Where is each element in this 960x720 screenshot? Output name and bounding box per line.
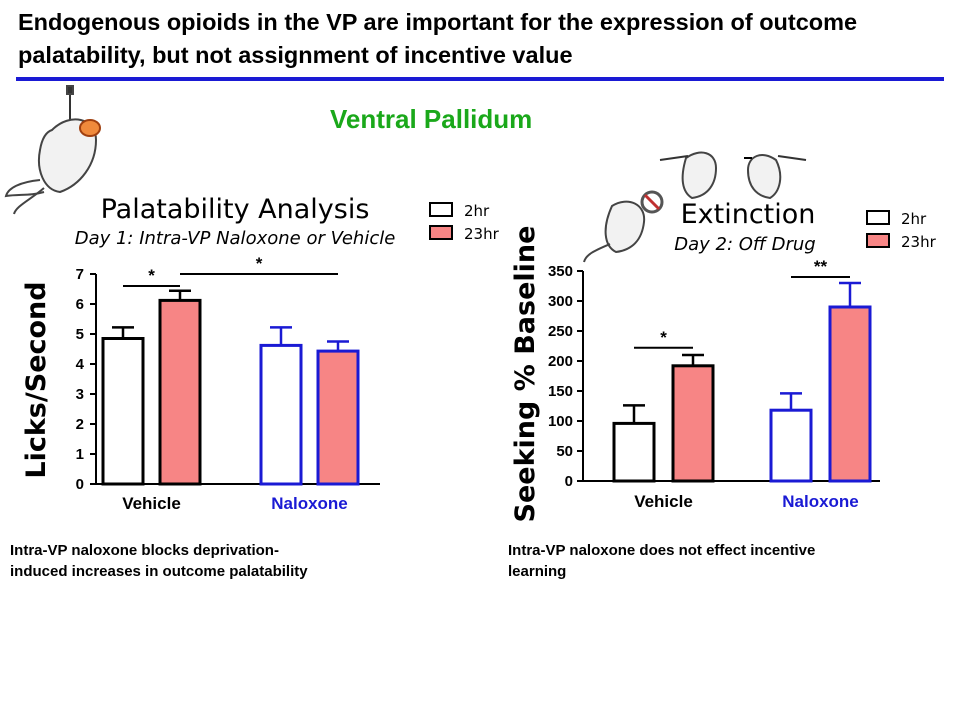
- y-tick-label: 5: [76, 326, 84, 343]
- y-tick-label: 200: [548, 353, 573, 370]
- left-caption-line-2: induced increases in outcome palatabilit…: [10, 563, 308, 580]
- chart-title: Extinction: [681, 199, 816, 230]
- y-axis-label: Licks/Second: [21, 281, 52, 478]
- y-tick-label: 4: [76, 356, 85, 373]
- right-caption: Intra-VP naloxone does not effect incent…: [508, 540, 815, 582]
- chart-2: Extinction Day 2: Off Drug Seeking % Basel…: [510, 199, 937, 522]
- y-tick-label: 0: [565, 473, 573, 490]
- bar-naloxone-2hr: [769, 408, 813, 483]
- section-subtitle: Ventral Pallidum: [330, 104, 533, 134]
- rat-no-reward-icon: [583, 190, 664, 263]
- chart-title: Palatability Analysis: [101, 194, 370, 225]
- y-tick-label: 250: [548, 323, 573, 340]
- left-caption-line-1: Intra-VP naloxone blocks deprivation-: [10, 542, 279, 559]
- y-tick-label: 0: [76, 476, 84, 493]
- bar-naloxone-23hr: [828, 305, 872, 483]
- x-category-label: Vehicle: [122, 494, 181, 513]
- bar-vehicle-2hr: [612, 421, 656, 483]
- y-tick-label: 50: [556, 443, 573, 460]
- x-category-label: Naloxone: [782, 492, 859, 511]
- rats-seeking-icon: [659, 151, 807, 200]
- legend-swatch-23hr: [866, 233, 890, 248]
- bar-naloxone-23hr: [316, 349, 360, 486]
- y-axis-label: Seeking % Baseline: [510, 226, 541, 523]
- significance-marker: **: [814, 257, 828, 276]
- y-tick-label: 150: [548, 383, 573, 400]
- bar-vehicle-2hr: [101, 337, 145, 486]
- chart-subtitle: Day 1: Intra-VP Naloxone or Vehicle: [75, 228, 396, 249]
- right-caption-line-1: Intra-VP naloxone does not effect incent…: [508, 542, 816, 559]
- significance-marker: *: [660, 328, 667, 347]
- significance-marker: *: [256, 254, 263, 273]
- x-category-label: Vehicle: [634, 492, 693, 511]
- left-caption: Intra-VP naloxone blocks deprivation- in…: [10, 540, 308, 582]
- bar-vehicle-23hr: [158, 298, 202, 486]
- y-tick-label: 1: [76, 446, 84, 463]
- rat-drinking-icon: [4, 85, 101, 215]
- y-tick-label: 7: [76, 266, 84, 283]
- legend-label-2hr: 2hr: [901, 210, 927, 228]
- chart-1: Palatability Analysis Day 1: Intra-VP Nal…: [21, 194, 500, 513]
- y-tick-label: 3: [76, 386, 84, 403]
- page-title: Endogenous opioids in the VP are importa…: [18, 9, 858, 68]
- legend-label-23hr: 23hr: [464, 225, 500, 243]
- legend-label-2hr: 2hr: [464, 202, 490, 220]
- legend-label-23hr: 23hr: [901, 233, 937, 251]
- bar-naloxone-2hr: [259, 343, 303, 486]
- legend-swatch-2hr: [429, 202, 453, 217]
- significance-marker: *: [148, 266, 155, 285]
- y-tick-label: 2: [76, 416, 84, 433]
- y-tick-label: 350: [548, 263, 573, 280]
- legend-swatch-23hr: [429, 225, 453, 240]
- y-tick-label: 300: [548, 293, 573, 310]
- right-caption-line-2: learning: [508, 563, 567, 580]
- y-tick-label: 100: [548, 413, 573, 430]
- y-tick-label: 6: [76, 296, 84, 313]
- bar-vehicle-23hr: [671, 364, 715, 483]
- legend-swatch-2hr: [866, 210, 890, 225]
- x-category-label: Naloxone: [271, 494, 348, 513]
- chart-subtitle: Day 2: Off Drug: [674, 234, 815, 255]
- title-rule: [16, 77, 944, 81]
